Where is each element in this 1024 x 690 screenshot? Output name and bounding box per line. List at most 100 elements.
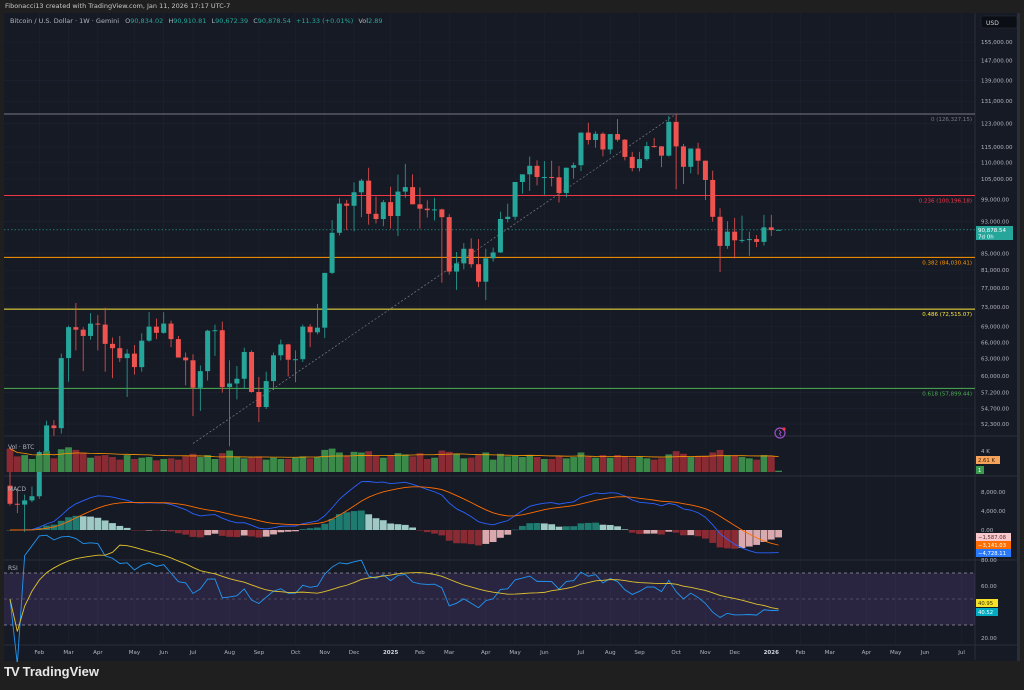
macd-histogram-bar	[87, 516, 94, 530]
candle	[519, 174, 525, 194]
macd-histogram-bar	[445, 530, 453, 541]
candle	[732, 217, 738, 259]
volume-ma-line	[9, 448, 779, 458]
candle-body	[234, 378, 240, 384]
candle	[278, 339, 284, 361]
candle-body	[768, 227, 774, 231]
candle	[710, 170, 716, 222]
volume-bar	[226, 450, 233, 472]
volume-pane[interactable]	[6, 447, 782, 472]
candle-body	[658, 146, 664, 156]
currency-button[interactable]: USD	[980, 15, 1018, 29]
macd-pane[interactable]	[6, 481, 782, 554]
candle-body	[505, 216, 511, 220]
volume-bar	[6, 448, 14, 472]
candle-body	[329, 232, 335, 273]
candle-body	[754, 239, 760, 242]
macd-histogram-tag: −1,587.08	[978, 535, 1007, 541]
macd-histogram-bar	[467, 530, 475, 545]
time-axis-label: Sep	[634, 650, 645, 656]
candle-body	[644, 146, 650, 160]
volume-bar	[57, 449, 65, 472]
macd-histogram-bar	[270, 530, 277, 535]
candle	[468, 238, 474, 268]
candle-body	[585, 132, 591, 141]
macd-histogram-bar	[196, 530, 204, 538]
symbol-title: Bitcoin / U.S. Dollar · 1W · Gemini	[10, 17, 119, 25]
volume-bar	[409, 456, 416, 472]
macd-histogram-bar	[658, 530, 665, 535]
volume-ma-tag-bg	[976, 456, 1000, 464]
candle-body	[241, 351, 247, 379]
candle	[88, 313, 94, 340]
volume-bar	[489, 459, 497, 472]
time-axis[interactable]: Feb Mar Apr May Jun Jul Aug Sep Oct Nov Dec 2025 Feb…	[34, 650, 965, 656]
volume-bar	[540, 459, 548, 472]
candle-body	[461, 248, 467, 264]
candle	[505, 203, 511, 223]
volume-bar	[65, 447, 72, 472]
macd-histogram-bar	[709, 530, 717, 543]
candle	[637, 151, 643, 172]
macd-histogram-bar	[233, 530, 241, 538]
candle	[432, 197, 438, 221]
price-axis-label: 81,000.00	[981, 268, 1009, 274]
candle-body	[161, 323, 167, 333]
macd-histogram-bar	[101, 520, 109, 530]
rsi-pane[interactable]	[4, 534, 975, 662]
candle	[578, 132, 584, 172]
candle	[490, 247, 496, 262]
volume-bar	[548, 459, 556, 472]
candle	[717, 208, 723, 272]
fibonacci-retracement[interactable]: 0 (126,327.15) 0.236 (100,196.18) 0.382 (8…	[4, 113, 975, 444]
change-value: +11.33 (+0.01%)	[296, 17, 353, 25]
candle	[256, 376, 262, 423]
candle-body	[205, 330, 211, 372]
volume-bar	[423, 459, 431, 472]
macd-histogram-bar	[775, 530, 782, 538]
macd-histogram-bar	[116, 525, 124, 530]
volume-bar	[116, 459, 124, 472]
macd-histogram-bar	[438, 530, 446, 536]
time-axis-label: May	[129, 650, 141, 656]
candle	[571, 162, 577, 179]
macd-histogram-bar	[760, 530, 768, 542]
candle	[695, 142, 701, 175]
chart-canvas[interactable]: 0 (126,327.15) 0.236 (100,196.18) 0.382 (8…	[0, 0, 1024, 662]
macd-histogram-bar	[255, 530, 263, 538]
volume-bar	[533, 457, 541, 472]
macd-histogram-bar	[738, 530, 746, 549]
vol-label: Vol	[358, 17, 368, 25]
candlestick-series[interactable]	[7, 114, 782, 532]
volume-bar	[123, 455, 131, 472]
macd-histogram-bar	[350, 511, 358, 530]
macd-histogram-bar	[592, 522, 599, 530]
volume-bar	[240, 458, 248, 472]
volume-bar	[716, 449, 724, 472]
price-axis[interactable]: 155,000.00 147,000.00 139,000.00 131,000.00…	[976, 40, 1013, 642]
volume-bar	[658, 458, 665, 472]
price-axis-label: 99,000.00	[981, 198, 1009, 204]
last-price-tag: 90,878.54 7d 0h	[976, 226, 1013, 241]
macd-histogram-bar	[262, 530, 270, 537]
volume-bar	[387, 455, 395, 472]
volume-bar	[723, 455, 731, 472]
volume-bar	[79, 452, 87, 472]
candle-body	[88, 323, 94, 336]
volume-bar	[284, 459, 292, 472]
currency-label: USD	[986, 20, 999, 27]
candle-body	[732, 231, 738, 241]
alert-icon[interactable]	[774, 427, 786, 439]
macd-histogram-bar	[482, 530, 490, 544]
open-label: O	[125, 17, 130, 25]
time-axis-label: Apr	[93, 650, 103, 656]
candle	[680, 143, 686, 185]
volume-bar	[445, 451, 453, 472]
candle	[29, 486, 35, 503]
time-axis-label: Aug	[224, 650, 235, 656]
candle-body	[739, 239, 745, 241]
candle	[168, 320, 174, 348]
macd-histogram-bar	[394, 524, 402, 530]
volume-bar	[211, 459, 219, 472]
macd-histogram-bar	[409, 527, 416, 530]
